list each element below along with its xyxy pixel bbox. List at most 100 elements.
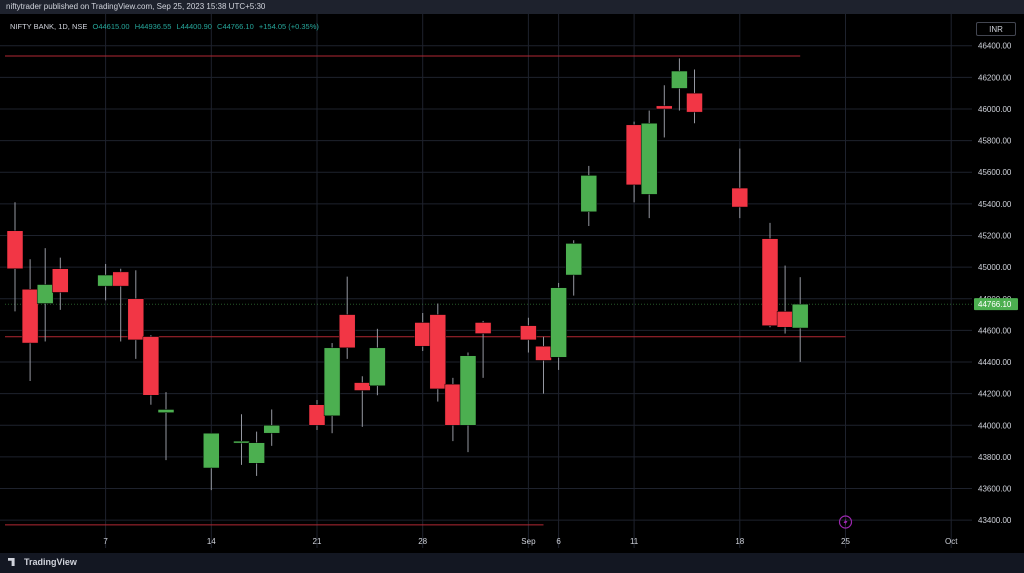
footer: TradingView (0, 553, 1024, 573)
y-tick-label: 45000.00 (978, 263, 1012, 272)
candle (550, 282, 567, 370)
legend-change: +154.05 (+0.35%) (258, 22, 319, 31)
chart-grid (0, 14, 972, 548)
candle (459, 352, 477, 453)
x-tick-label: 6 (556, 537, 561, 546)
candle (21, 259, 39, 382)
y-tick-label: 44600.00 (978, 326, 1012, 335)
candle (36, 248, 54, 342)
candle (535, 336, 552, 394)
candle-body (338, 314, 356, 349)
candle-body (323, 347, 341, 417)
candles (6, 58, 853, 529)
candle (308, 399, 326, 431)
candle (474, 320, 492, 378)
price-chart[interactable]: 7 14 21 28 Sep 6 11 18 25 Oct (0, 14, 1024, 548)
candle-body (429, 314, 447, 390)
candle-body (444, 383, 462, 426)
candle (6, 202, 24, 312)
candle (656, 85, 673, 138)
candle (731, 148, 749, 219)
candle-body (127, 298, 145, 341)
candle (640, 110, 658, 219)
candle-body (791, 303, 809, 329)
price-axis-labels: 43400.00 43600.00 43800.00 44000.00 44200.00… (974, 42, 1018, 525)
candle (761, 222, 779, 328)
candle (323, 343, 341, 434)
y-tick-label: 45800.00 (978, 137, 1012, 146)
last-price-badge (974, 298, 1018, 311)
y-tick-label: 45600.00 (978, 168, 1012, 177)
candle (52, 257, 69, 310)
candle-body (656, 105, 673, 110)
candle-body (52, 268, 69, 293)
y-tick-label: 45200.00 (978, 232, 1012, 241)
y-tick-label: 43400.00 (978, 516, 1012, 525)
candle-body (21, 289, 39, 344)
legend-close: C44766.10 (217, 22, 254, 31)
candle (580, 165, 598, 227)
candle (671, 58, 688, 111)
x-tick-label: 7 (103, 537, 108, 546)
x-tick-label: Oct (945, 537, 958, 546)
candle (520, 317, 537, 353)
candle-body (308, 404, 326, 426)
candle-body (369, 347, 386, 387)
candle-body (97, 274, 114, 287)
event-marker-icon (838, 515, 853, 529)
candle-body (248, 442, 265, 464)
y-tick-label: 46200.00 (978, 73, 1012, 82)
horizontal-lines (5, 55, 972, 526)
candle-body (686, 92, 703, 113)
tradingview-icon (8, 558, 15, 566)
x-tick-label: Sep (521, 537, 536, 546)
candle-body (142, 336, 160, 396)
candle (112, 268, 129, 342)
candle (354, 376, 371, 427)
candle-body (731, 187, 749, 208)
x-tick-label: 11 (630, 537, 639, 546)
legend-open: O44615.00 (92, 22, 130, 31)
candle (444, 377, 462, 442)
candle-body (414, 322, 431, 347)
lightning-icon (843, 518, 848, 526)
published-header: niftytrader published on TradingView.com… (0, 0, 1024, 14)
y-tick-label: 46400.00 (978, 42, 1012, 51)
candle (414, 313, 431, 351)
brand-label: TradingView (24, 557, 77, 567)
price-axis[interactable]: 43400.00 43600.00 43800.00 44000.00 44200.00… (972, 14, 1024, 548)
candle-body (776, 311, 794, 328)
candle-body (263, 425, 280, 434)
candle-body (203, 432, 220, 469)
x-axis: 7 14 21 28 Sep 6 11 18 25 Oct (103, 537, 958, 546)
candle-body (474, 322, 492, 334)
candle (97, 263, 114, 301)
candle-body (233, 440, 250, 444)
last-price-label: 44766.10 (978, 300, 1012, 309)
y-tick-label: 45400.00 (978, 200, 1012, 209)
x-tick-label: 14 (207, 537, 216, 546)
candle-body (761, 238, 779, 326)
candle (791, 277, 809, 362)
x-tick-label: 28 (418, 537, 427, 546)
y-tick-label: 46000.00 (978, 105, 1012, 114)
y-tick-label: 44200.00 (978, 390, 1012, 399)
candle-body (112, 271, 129, 287)
candle-body (565, 243, 582, 276)
currency-selector[interactable]: INR (976, 22, 1016, 36)
candle (248, 431, 265, 476)
candle-body (157, 409, 175, 413)
candle (776, 265, 794, 334)
candle-body (535, 345, 552, 361)
candle (338, 276, 356, 359)
candle (565, 240, 582, 296)
candle (625, 121, 643, 203)
tradingview-logo[interactable]: TradingView (8, 557, 77, 567)
legend-symbol: NIFTY BANK, 1D, NSE (10, 22, 88, 31)
candle (127, 270, 145, 359)
candle-body (459, 355, 477, 426)
candle (203, 432, 220, 491)
y-tick-label: 44400.00 (978, 358, 1012, 367)
candle-body (6, 230, 24, 269)
x-tick-label: 18 (735, 537, 744, 546)
